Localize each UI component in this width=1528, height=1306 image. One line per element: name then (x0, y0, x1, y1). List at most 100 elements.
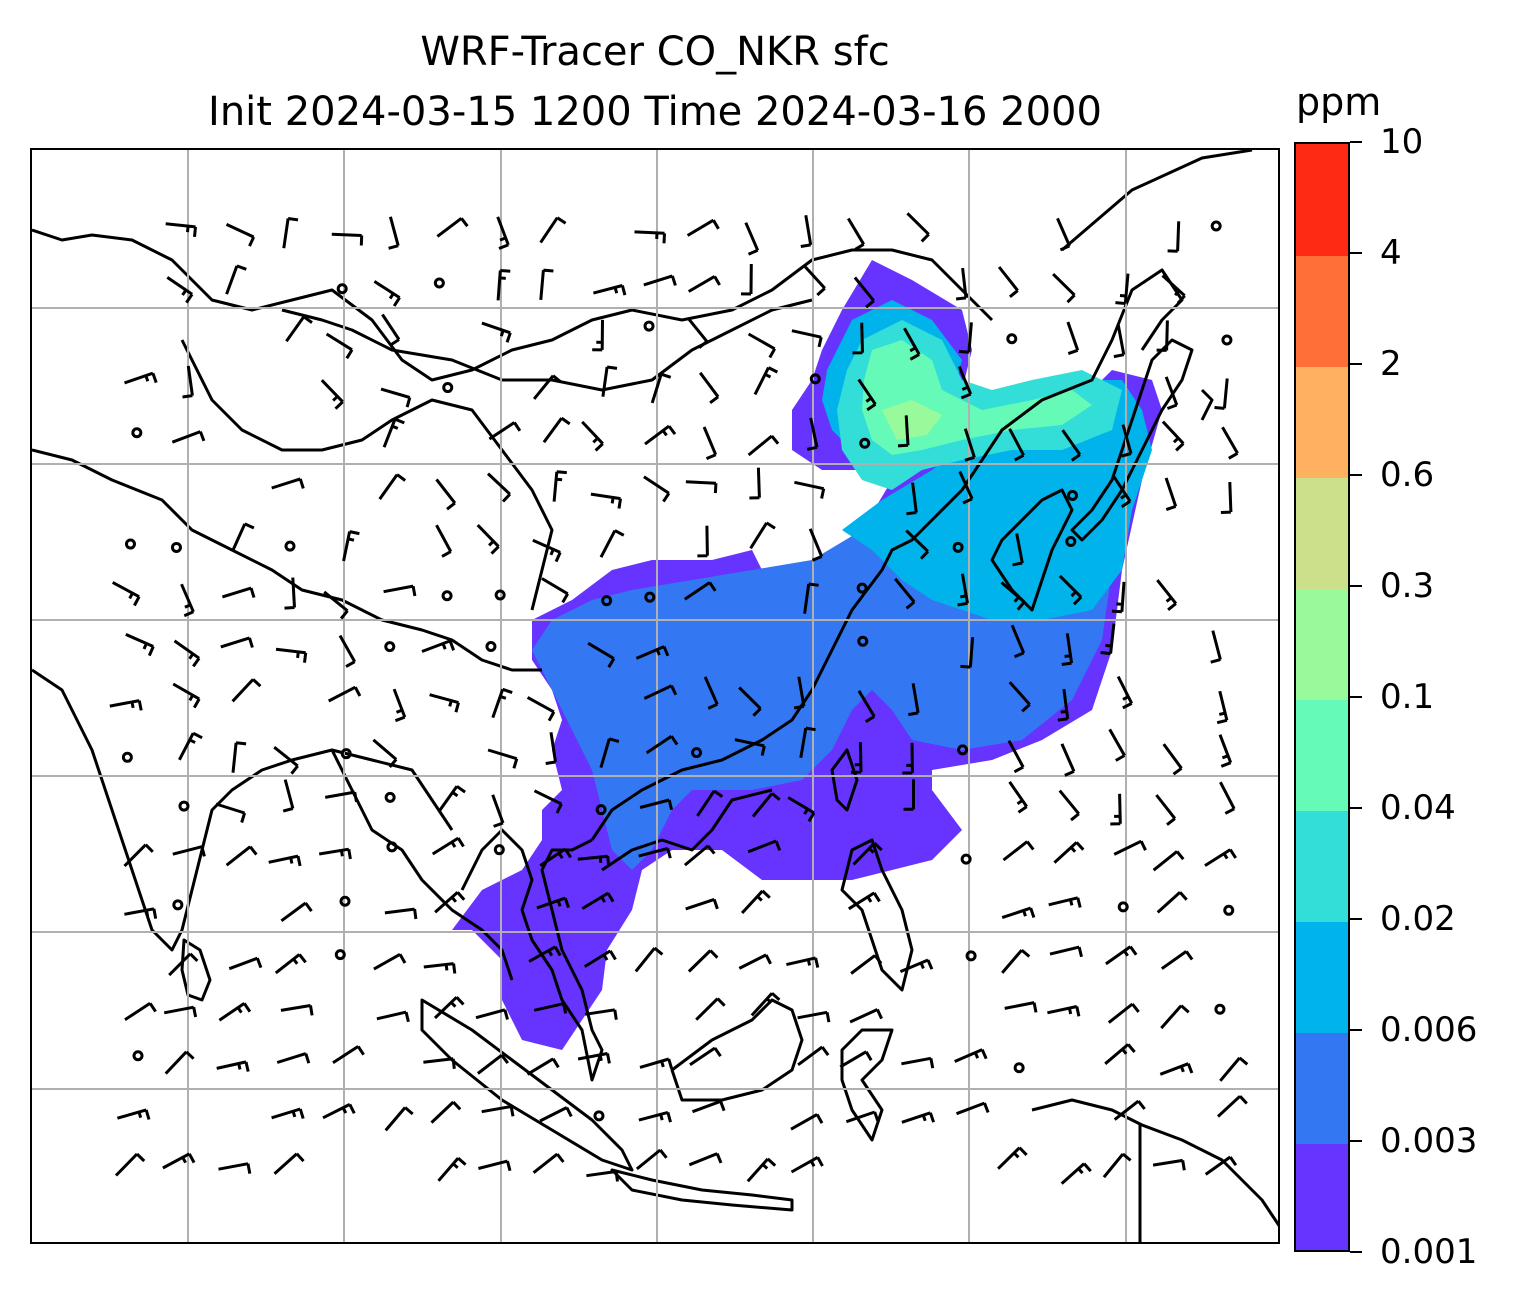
wind-barb (793, 676, 806, 710)
wind-barb (839, 1050, 873, 1069)
wind-barb (1061, 429, 1082, 462)
wind-barb (908, 683, 920, 717)
wind-barb (324, 790, 358, 803)
wind-barb (894, 577, 916, 610)
wind-barb (1113, 324, 1126, 359)
wind-barb (902, 742, 914, 775)
wind-barb (165, 222, 197, 238)
wind-barb (806, 417, 819, 451)
wind-barb (323, 590, 349, 620)
wind-barb (1210, 630, 1222, 664)
wind-barb (1057, 688, 1070, 722)
colorbar-tick-label: 0.6 (1380, 455, 1435, 495)
wind-barb (901, 1056, 935, 1069)
wind-barb (644, 424, 677, 446)
wind-barb (168, 952, 199, 977)
wind-barb (173, 639, 201, 668)
colorbar (1294, 142, 1350, 1252)
wind-barb (275, 647, 308, 663)
calm-wind-circle (601, 595, 613, 607)
wind-barb (162, 1152, 196, 1170)
colorbar-tick-label: 0.1 (1380, 677, 1435, 717)
wind-barb (331, 232, 364, 246)
calm-wind-circle (441, 590, 453, 602)
wind-barb (536, 896, 570, 910)
wind-barb (791, 329, 823, 348)
wind-barb (166, 276, 194, 304)
wind-barb (958, 322, 973, 354)
wind-barb (645, 734, 679, 755)
colorbar-tick (1350, 696, 1362, 698)
wind-barb (476, 524, 500, 555)
wind-barb (590, 492, 622, 509)
calm-wind-circle (284, 540, 296, 552)
wind-barb (491, 687, 513, 719)
wind-barb (542, 416, 571, 444)
wind-barb (1107, 1002, 1140, 1024)
wind-barb (124, 371, 158, 385)
wind-barb (955, 1101, 990, 1116)
wind-barb (650, 372, 672, 404)
coastline-sri-lanka (180, 938, 212, 1002)
wind-barb (903, 779, 915, 811)
wind-barb (852, 322, 864, 355)
colorbar-segment (1296, 810, 1348, 922)
wind-barb (897, 415, 910, 448)
calm-wind-circle (442, 382, 454, 394)
wind-barb (601, 365, 618, 397)
wind-barb (997, 1146, 1028, 1170)
wind-barb (587, 641, 616, 668)
wind-barb (1216, 690, 1229, 725)
wind-barb (541, 577, 569, 604)
colorbar-tick-label: 10 (1380, 122, 1424, 162)
wind-barb (1001, 906, 1036, 920)
calm-wind-circle (857, 635, 869, 647)
wind-barb (109, 699, 143, 711)
colorbar-segment (1296, 921, 1348, 1033)
wind-barb (271, 1107, 305, 1120)
wind-barb (638, 846, 672, 859)
wind-barb (280, 1004, 314, 1016)
wind-barb (1164, 376, 1179, 410)
wind-barb (751, 792, 781, 818)
wind-barb (1100, 623, 1116, 656)
calm-wind-circle (643, 320, 655, 332)
coastline-new-guinea (1031, 1098, 1278, 1242)
wind-barb (1112, 475, 1132, 509)
wind-barb (683, 581, 717, 601)
wind-barb (906, 482, 918, 516)
wind-barb (703, 676, 719, 710)
colorbar-segment (1296, 366, 1348, 478)
wind-barb (577, 1052, 611, 1064)
calm-wind-circle (340, 748, 352, 760)
tracer-concentration-field (452, 260, 1162, 1050)
wind-barb (954, 1048, 988, 1063)
calm-wind-circle (809, 373, 821, 385)
wind-barb (124, 1002, 157, 1021)
wind-barb (738, 686, 762, 717)
map-panel[interactable] (30, 148, 1280, 1244)
coastline-taiwan (830, 748, 859, 812)
wind-barb (172, 682, 201, 709)
calm-wind-circle (172, 899, 184, 911)
wind-barb (433, 996, 465, 1020)
wind-barb (481, 321, 512, 343)
wind-barb (228, 956, 263, 971)
map-canvas[interactable] (32, 150, 1280, 1244)
wind-barb (1167, 221, 1181, 253)
wind-barb (285, 315, 313, 343)
wind-barb (384, 907, 418, 920)
wind-barb (274, 953, 307, 975)
wind-barb (687, 275, 721, 293)
wind-barb (221, 586, 256, 599)
calm-wind-circle (952, 541, 964, 553)
wind-barb (997, 266, 1019, 298)
wind-barb (178, 731, 203, 761)
coastline-korea (990, 488, 1074, 612)
calm-wind-circle (691, 747, 703, 759)
wind-barb (421, 639, 456, 653)
coastline-indochina (460, 828, 604, 1082)
wind-barb (1152, 1158, 1186, 1171)
wind-barbs (109, 212, 1249, 1185)
wind-barb (338, 634, 357, 668)
